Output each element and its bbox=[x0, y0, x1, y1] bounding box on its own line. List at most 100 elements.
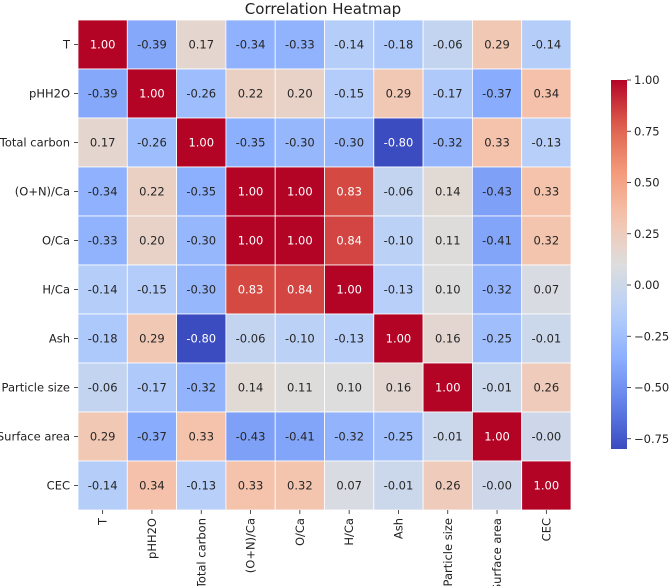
heatmap-cell-2-4 bbox=[274, 117, 325, 168]
heatmap-cell-value: 0.14 bbox=[435, 185, 461, 199]
heatmap-cell-value: 0.29 bbox=[90, 430, 116, 444]
colorbar-tick-label: −0.75 bbox=[634, 432, 669, 446]
heatmap-cell-4-5 bbox=[324, 215, 375, 266]
heatmap-cell-value: -0.32 bbox=[433, 136, 463, 150]
colorbar-tick-label: 1.00 bbox=[634, 73, 660, 87]
heatmap-cell-value: -0.14 bbox=[88, 283, 118, 297]
x-tick-label: Total carbon bbox=[194, 518, 208, 586]
heatmap-cell-3-5 bbox=[324, 166, 375, 217]
y-tick-label: Surface area bbox=[0, 430, 70, 444]
heatmap-cell-5-4 bbox=[274, 264, 325, 315]
heatmap-cell-value: -0.18 bbox=[88, 332, 118, 346]
heatmap-cell-value: 1.00 bbox=[188, 136, 214, 150]
heatmap-cell-value: -0.13 bbox=[531, 136, 561, 150]
heatmap-cell-value: -0.30 bbox=[285, 136, 315, 150]
heatmap-cell-value: -0.39 bbox=[137, 38, 167, 52]
heatmap-cell-value: -0.26 bbox=[186, 87, 216, 101]
heatmap-cell-value: 0.29 bbox=[386, 87, 412, 101]
heatmap-cell-6-0 bbox=[77, 313, 128, 364]
heatmap-cell-value: -0.00 bbox=[531, 430, 561, 444]
heatmap-cell-value: 0.17 bbox=[188, 38, 214, 52]
heatmap-cell-value: 0.34 bbox=[139, 479, 165, 493]
heatmap-cell-value: -0.34 bbox=[236, 38, 266, 52]
heatmap-cell-value: 1.00 bbox=[90, 38, 116, 52]
heatmap-cell-value: 0.22 bbox=[139, 185, 165, 199]
heatmap-cell-value: -0.10 bbox=[285, 332, 315, 346]
heatmap-cell-value: 0.83 bbox=[336, 185, 362, 199]
heatmap-cell-3-8 bbox=[471, 166, 523, 217]
heatmap-cell-9-4 bbox=[274, 460, 325, 511]
x-tick-label: O/Ca bbox=[293, 518, 307, 546]
heatmap-cell-8-2 bbox=[176, 411, 227, 462]
heatmap-cell-value: 0.07 bbox=[534, 283, 560, 297]
heatmap-cell-8-4 bbox=[274, 411, 325, 462]
x-tick-label: pHH2O bbox=[145, 518, 159, 559]
heatmap-cell-2-6 bbox=[373, 117, 424, 168]
heatmap-cell-value: 1.00 bbox=[484, 430, 510, 444]
heatmap-cell-value: -0.25 bbox=[384, 430, 414, 444]
heatmap-cell-value: -0.26 bbox=[137, 136, 167, 150]
heatmap-cell-value: -0.13 bbox=[334, 332, 364, 346]
heatmap-cell-value: 1.00 bbox=[238, 185, 264, 199]
x-tick-label: H/Ca bbox=[342, 518, 356, 546]
heatmap-cell-1-7 bbox=[422, 68, 473, 119]
heatmap-cell-value: -0.00 bbox=[482, 479, 512, 493]
chart-title: Correlation Heatmap bbox=[245, 0, 401, 18]
heatmap-cell-value: -0.37 bbox=[137, 430, 167, 444]
heatmap-cell-value: -0.06 bbox=[384, 185, 414, 199]
heatmap-cell-2-1 bbox=[126, 117, 178, 168]
heatmap-cell-7-1 bbox=[126, 362, 178, 413]
y-tick-label: T bbox=[62, 38, 71, 52]
heatmap-cell-5-0 bbox=[77, 264, 128, 315]
heatmap-cell-value: -0.43 bbox=[482, 185, 512, 199]
heatmap-cell-value: 0.26 bbox=[534, 381, 560, 395]
heatmap-cell-value: -0.01 bbox=[531, 332, 561, 346]
heatmap-cell-value: 1.00 bbox=[336, 283, 362, 297]
heatmap-cell-value: 0.20 bbox=[287, 87, 313, 101]
heatmap-cell-0-2 bbox=[176, 19, 227, 70]
colorbar-ticks: 1.00 0.75 0.50 0.25 0.00 −0.25 −0.50 −0.75 bbox=[627, 73, 669, 446]
heatmap-cell-value: 0.33 bbox=[534, 185, 560, 199]
heatmap-cell-value: -0.17 bbox=[137, 381, 167, 395]
y-tick-label: pHH2O bbox=[29, 87, 70, 101]
heatmap-cell-value: 0.20 bbox=[139, 234, 165, 248]
heatmap-cell-9-9 bbox=[521, 460, 572, 511]
heatmap-cell-5-8 bbox=[471, 264, 523, 315]
colorbar-tick-label: −0.25 bbox=[634, 329, 669, 343]
heatmap-cell-7-9 bbox=[521, 362, 572, 413]
heatmap-cell-9-0 bbox=[77, 460, 128, 511]
y-tick-label: Total carbon bbox=[0, 136, 70, 150]
heatmap-cell-value: 0.34 bbox=[534, 87, 560, 101]
heatmap-cell-value: -0.30 bbox=[186, 234, 216, 248]
heatmap-cell-4-9 bbox=[521, 215, 572, 266]
heatmap-cell-6-6 bbox=[373, 313, 424, 364]
heatmap-cell-4-1 bbox=[126, 215, 178, 266]
colorbar-tick-label: −0.50 bbox=[634, 381, 669, 395]
x-tick-label: CEC bbox=[539, 518, 553, 541]
colorbar: 1.00 0.75 0.50 0.25 0.00 −0.25 −0.50 −0.75 bbox=[611, 73, 669, 449]
heatmap-cell-5-3 bbox=[225, 264, 276, 315]
heatmap-cell-3-9 bbox=[521, 166, 572, 217]
heatmap-cell-0-5 bbox=[324, 19, 375, 70]
heatmap-cell-value: 1.00 bbox=[386, 332, 412, 346]
heatmap-cell-value: 0.33 bbox=[484, 136, 510, 150]
heatmap-cell-0-7 bbox=[422, 19, 473, 70]
heatmap-cell-6-3 bbox=[225, 313, 276, 364]
heatmap-cell-value: 0.84 bbox=[287, 283, 313, 297]
heatmap-cell-value: -0.06 bbox=[88, 381, 118, 395]
heatmap-cell-value: -0.80 bbox=[384, 136, 414, 150]
heatmap-cell-8-6 bbox=[373, 411, 424, 462]
heatmap-cell-value: -0.35 bbox=[236, 136, 266, 150]
heatmap-cell-2-9 bbox=[521, 117, 572, 168]
heatmap-cell-7-3 bbox=[225, 362, 276, 413]
heatmap-cell-value: -0.15 bbox=[137, 283, 167, 297]
heatmap-cell-value: -0.14 bbox=[334, 38, 364, 52]
heatmap-cell-7-5 bbox=[324, 362, 375, 413]
heatmap-cell-value: 0.84 bbox=[336, 234, 362, 248]
heatmap-cell-7-2 bbox=[176, 362, 227, 413]
heatmap-cell-7-7 bbox=[422, 362, 473, 413]
x-tick-label: (O+N)/Ca bbox=[244, 518, 258, 573]
heatmap-cell-value: -0.01 bbox=[384, 479, 414, 493]
x-tick-label: T bbox=[96, 517, 110, 526]
